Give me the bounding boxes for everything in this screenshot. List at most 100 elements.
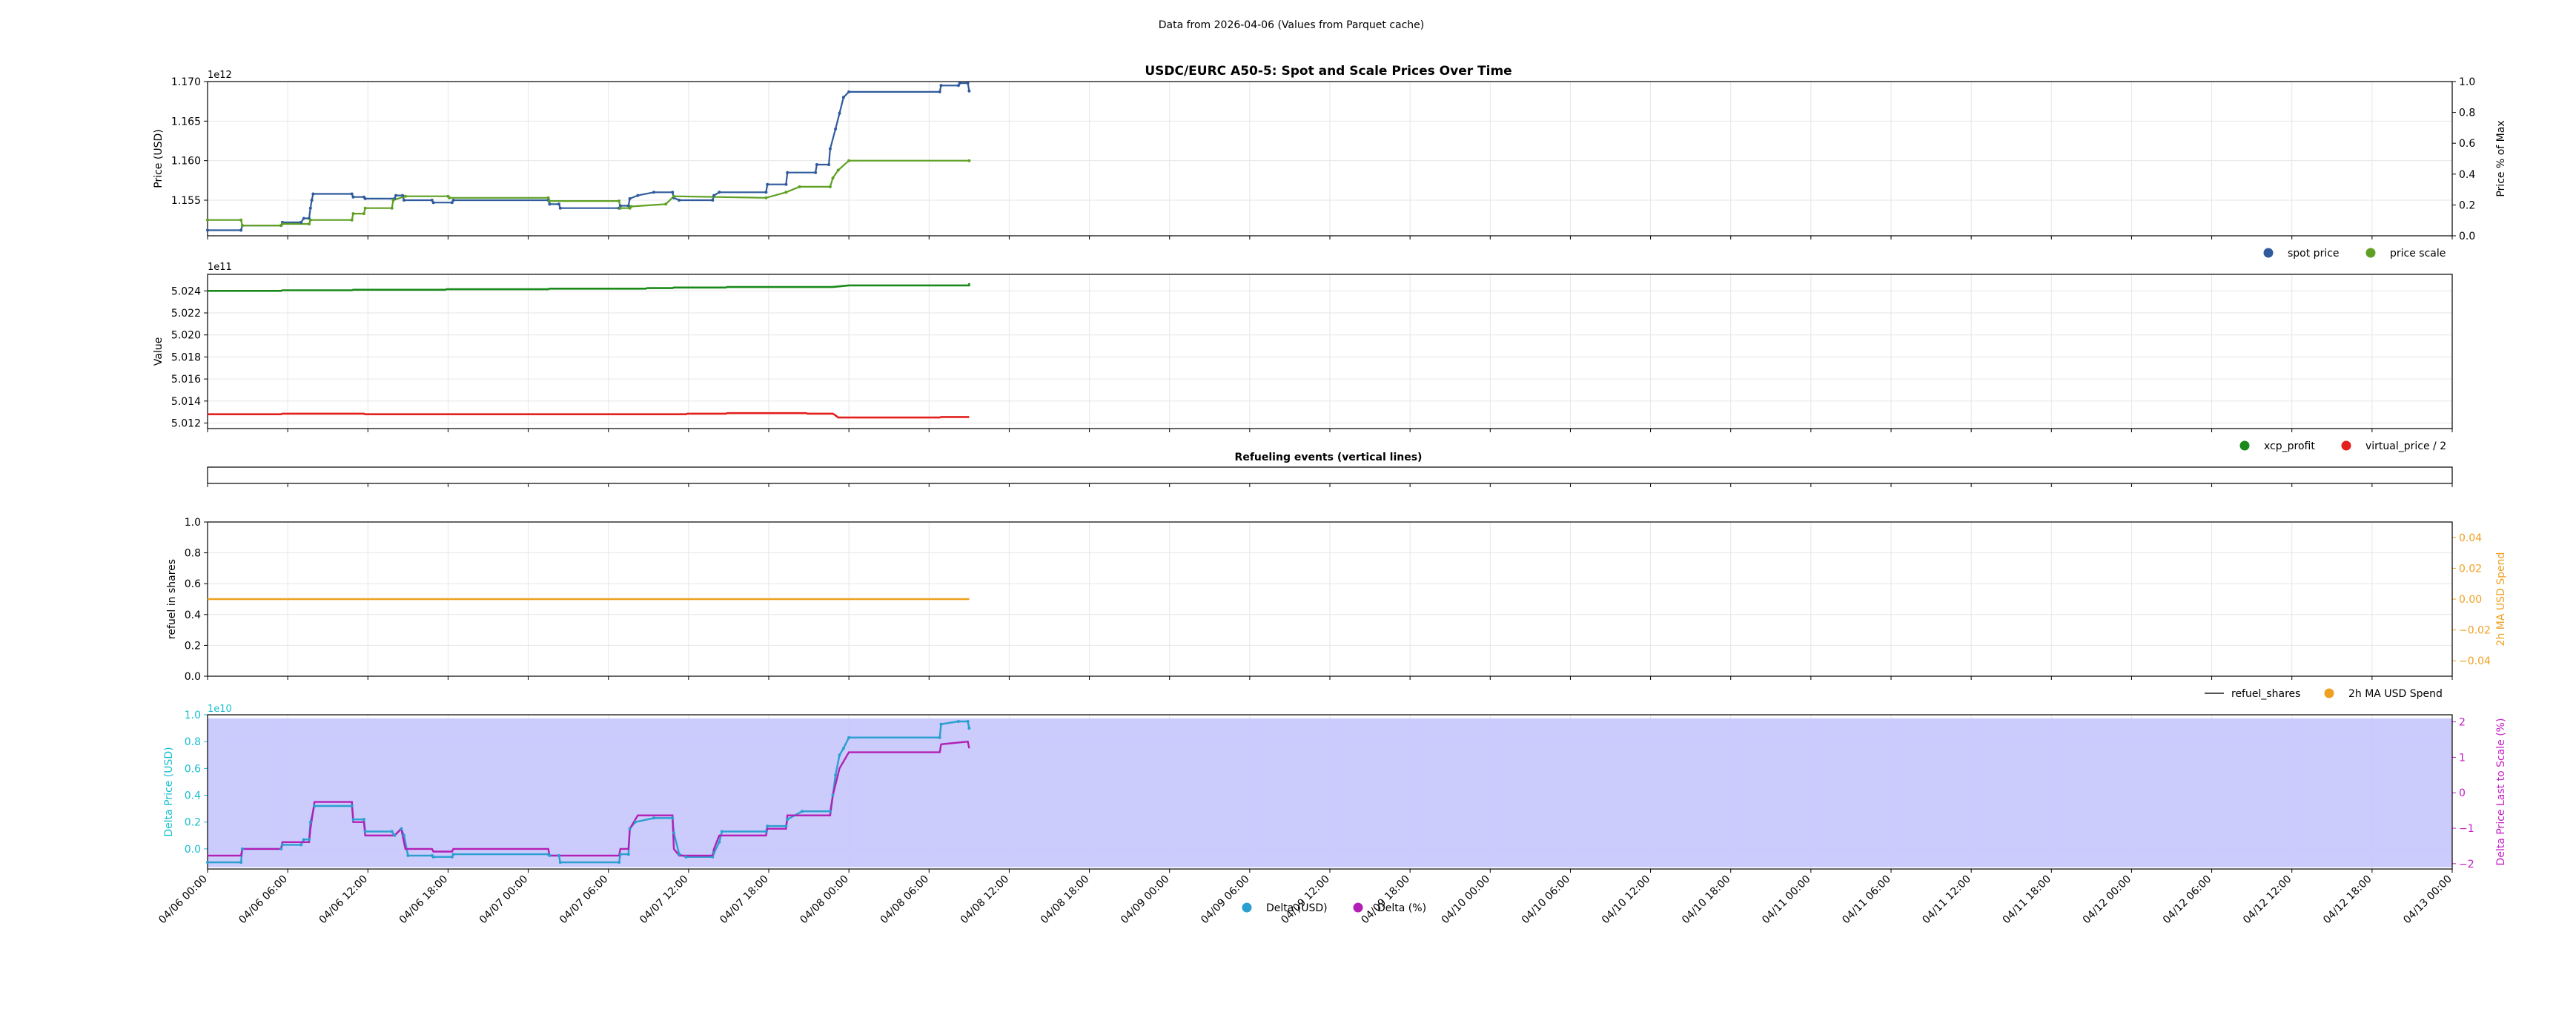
- y-tick-label: 0.6: [185, 763, 201, 775]
- x-tick-label: 04/10 00:00: [1440, 873, 1493, 927]
- legend-label: Delta (%): [1377, 902, 1426, 914]
- y2-tick-label: 0: [2459, 787, 2466, 799]
- y2-tick-label: 0.2: [2459, 199, 2475, 211]
- y2-tick-label: −1: [2459, 823, 2474, 835]
- delta-usd-point: [350, 804, 354, 807]
- y2-axis-label: Price % of Max: [2495, 120, 2507, 196]
- spot-price-point: [636, 194, 640, 197]
- price-scale-point: [617, 199, 621, 203]
- price-scale-point: [239, 218, 243, 222]
- spot-price-point: [718, 191, 721, 194]
- delta-usd-point: [678, 853, 681, 856]
- x-tick-label: 04/12 18:00: [2321, 873, 2374, 927]
- price-scale-point: [847, 159, 851, 162]
- spot-price-point: [652, 191, 655, 194]
- y2-tick-label: 0.4: [2459, 169, 2475, 181]
- delta-usd-point: [450, 855, 454, 859]
- delta-usd-point: [672, 831, 675, 835]
- delta-usd-point: [831, 793, 835, 797]
- y-tick-label: 5.020: [171, 330, 201, 342]
- delta-usd-point: [206, 861, 209, 864]
- spot-price-point: [827, 163, 831, 166]
- y2-tick-label: 1: [2459, 752, 2466, 764]
- y-tick-label: 5.022: [171, 308, 201, 320]
- delta-usd-point: [711, 855, 715, 859]
- delta-usd-point: [847, 736, 851, 739]
- spot-price-point: [302, 217, 305, 220]
- price-scale-point: [448, 196, 451, 199]
- y-tick-label: 0.0: [185, 671, 201, 683]
- chart-title: USDC/EURC A50-5: Spot and Scale Prices O…: [1145, 64, 1512, 79]
- delta-usd-point: [308, 838, 311, 842]
- spot-price-point: [626, 204, 630, 208]
- price-scale-point: [798, 185, 801, 188]
- delta-usd-point: [967, 727, 971, 730]
- delta-usd-point: [299, 843, 303, 847]
- y-tick-label: 1.155: [171, 195, 201, 207]
- legend-marker: [2365, 248, 2376, 258]
- spot-price-point: [239, 228, 243, 232]
- y2-tick-label: 0.0: [2459, 231, 2475, 242]
- y-tick-label: 0.0: [185, 844, 201, 856]
- price-scale-point: [362, 212, 365, 216]
- spot-price-point: [403, 199, 405, 202]
- price-scale-point: [828, 185, 832, 188]
- legend-marker: [2341, 440, 2351, 451]
- spot-price-point: [966, 82, 970, 85]
- y2-tick-label: 2: [2459, 717, 2466, 729]
- spot-price-point: [431, 201, 435, 205]
- delta-usd-point: [766, 825, 769, 828]
- price-scale-point: [672, 194, 675, 198]
- spot-price-point: [764, 191, 768, 194]
- delta-usd-point: [279, 847, 283, 850]
- delta-usd-point: [838, 753, 841, 757]
- y-tick-label: 5.016: [171, 374, 201, 386]
- y2-axis-label: Delta Price Last to Scale (%): [2495, 718, 2507, 866]
- price-scale-point: [618, 206, 622, 210]
- delta-usd-point: [548, 853, 552, 857]
- legend-marker: [2324, 688, 2334, 698]
- price-scale-point: [280, 222, 284, 225]
- x-tick-label: 04/12 00:00: [2081, 873, 2134, 927]
- spot-price-point: [967, 89, 971, 93]
- y2-tick-label: −0.04: [2459, 655, 2491, 667]
- chart-title: Refueling events (vertical lines): [1235, 452, 1423, 463]
- x-tick-label: 04/11 06:00: [1840, 873, 1893, 927]
- x-tick-label: 04/08 00:00: [798, 873, 851, 927]
- delta-usd-point: [557, 853, 560, 857]
- price-scale-point: [548, 199, 552, 203]
- legend-label: spot price: [2288, 248, 2340, 260]
- price-scale-point: [390, 206, 394, 210]
- legend-label: refuel_shares: [2231, 688, 2300, 700]
- y-tick-label: 1.0: [185, 710, 201, 721]
- x-tick-label: 04/10 18:00: [1680, 873, 1733, 927]
- y-axis-label: Value: [153, 337, 165, 366]
- y2-tick-label: 0.02: [2459, 563, 2482, 575]
- delta-usd-point: [239, 861, 243, 864]
- price-scale-point: [350, 218, 354, 222]
- axes-frame: [207, 81, 2453, 237]
- x-tick-label: 04/09 00:00: [1119, 873, 1172, 927]
- price-scale-point: [664, 202, 668, 206]
- delta-usd-point: [280, 843, 284, 847]
- delta-usd-point: [966, 720, 970, 723]
- delta-usd-point: [764, 830, 768, 833]
- delta-usd-point: [652, 816, 655, 820]
- spot-price-point: [548, 202, 552, 206]
- spot-price-point: [847, 90, 851, 93]
- spot-price-point: [401, 194, 405, 197]
- x-tick-label: 04/09 12:00: [1279, 873, 1332, 927]
- delta-usd-point: [720, 830, 724, 833]
- delta-usd-point: [558, 861, 562, 864]
- x-tick-label: 04/13 00:00: [2401, 873, 2454, 927]
- spot-price-point: [814, 171, 818, 174]
- x-tick-label: 04/07 00:00: [477, 873, 531, 927]
- delta-usd-point: [403, 833, 405, 837]
- delta-usd-point: [302, 838, 305, 842]
- y-tick-label: 0.6: [185, 578, 201, 590]
- spot-price-point: [350, 192, 354, 196]
- price-scale-point: [546, 196, 550, 199]
- x-tick-label: 04/07 18:00: [718, 873, 771, 927]
- delta-usd-point: [313, 804, 317, 807]
- price-scale-point: [391, 199, 395, 202]
